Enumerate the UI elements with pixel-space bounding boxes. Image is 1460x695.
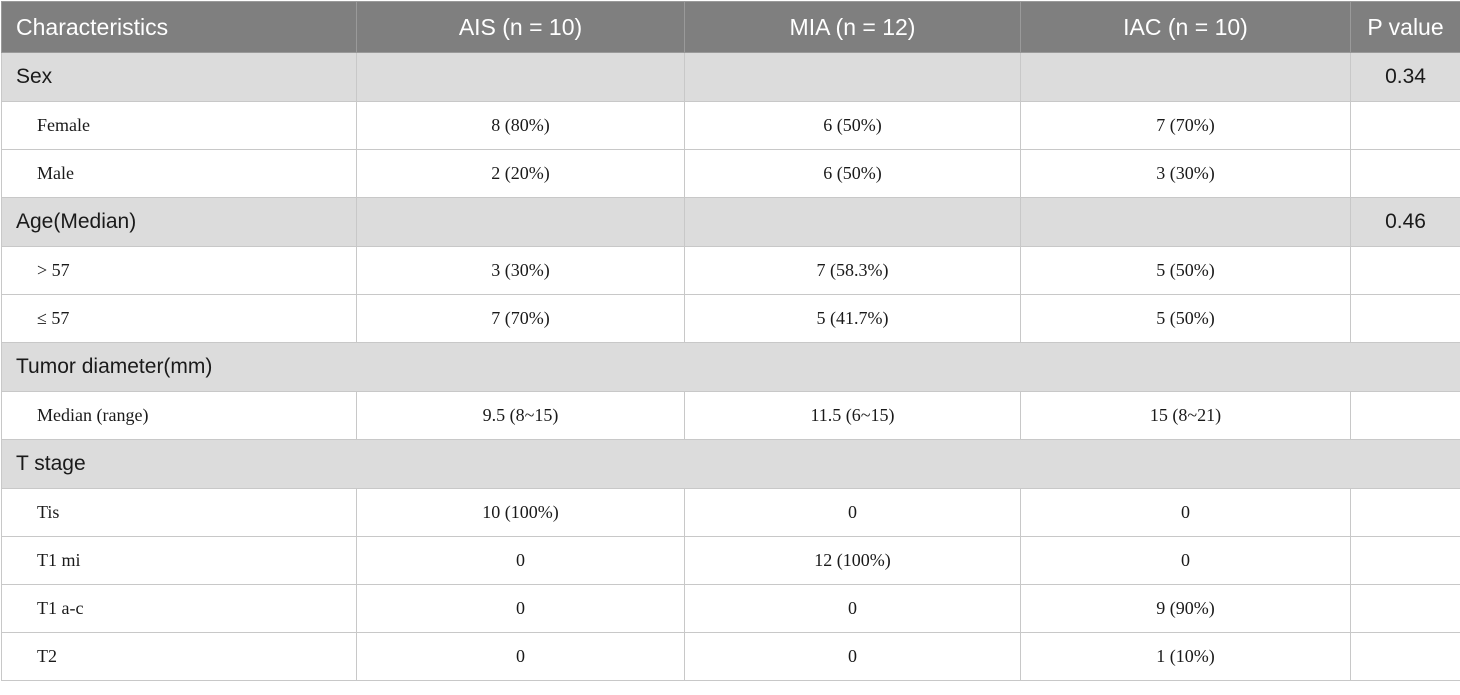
section-row-sex: Sex 0.34 bbox=[2, 53, 1460, 102]
table-row: Male 2 (20%) 6 (50%) 3 (30%) bbox=[2, 150, 1460, 198]
row-label: Tis bbox=[2, 489, 357, 537]
cell-p-value bbox=[1351, 392, 1460, 440]
section-cell-empty bbox=[685, 53, 1021, 102]
cell-ais: 0 bbox=[357, 633, 685, 681]
cell-mia: 6 (50%) bbox=[685, 102, 1021, 150]
section-cell-empty bbox=[357, 198, 685, 247]
characteristics-table: Characteristics AIS (n = 10) MIA (n = 12… bbox=[1, 1, 1460, 681]
cell-ais: 0 bbox=[357, 537, 685, 585]
cell-ais: 8 (80%) bbox=[357, 102, 685, 150]
cell-p-value bbox=[1351, 295, 1460, 343]
section-cell-empty bbox=[357, 53, 685, 102]
cell-ais: 0 bbox=[357, 585, 685, 633]
cell-mia: 0 bbox=[685, 585, 1021, 633]
section-row-age: Age(Median) 0.46 bbox=[2, 198, 1460, 247]
cell-p-value bbox=[1351, 633, 1460, 681]
cell-p-value bbox=[1351, 489, 1460, 537]
cell-p-value bbox=[1351, 247, 1460, 295]
cell-iac: 7 (70%) bbox=[1021, 102, 1351, 150]
section-p-value: 0.34 bbox=[1351, 53, 1460, 102]
section-row-t-stage: T stage bbox=[2, 440, 1460, 489]
cell-ais: 3 (30%) bbox=[357, 247, 685, 295]
cell-iac: 5 (50%) bbox=[1021, 295, 1351, 343]
cell-ais: 2 (20%) bbox=[357, 150, 685, 198]
cell-p-value bbox=[1351, 102, 1460, 150]
section-cell-empty bbox=[1021, 198, 1351, 247]
header-ais: AIS (n = 10) bbox=[357, 2, 685, 53]
cell-mia: 11.5 (6~15) bbox=[685, 392, 1021, 440]
section-label: Sex bbox=[2, 53, 357, 102]
cell-iac: 0 bbox=[1021, 537, 1351, 585]
section-row-tumor-diameter: Tumor diameter(mm) bbox=[2, 343, 1460, 392]
header-iac: IAC (n = 10) bbox=[1021, 2, 1351, 53]
cell-mia: 12 (100%) bbox=[685, 537, 1021, 585]
cell-iac: 5 (50%) bbox=[1021, 247, 1351, 295]
cell-iac: 1 (10%) bbox=[1021, 633, 1351, 681]
header-characteristics: Characteristics bbox=[2, 2, 357, 53]
table-row: > 57 3 (30%) 7 (58.3%) 5 (50%) bbox=[2, 247, 1460, 295]
section-label: Age(Median) bbox=[2, 198, 357, 247]
table-row: T1 a-c 0 0 9 (90%) bbox=[2, 585, 1460, 633]
section-cell-empty bbox=[1021, 53, 1351, 102]
table-row: Female 8 (80%) 6 (50%) 7 (70%) bbox=[2, 102, 1460, 150]
table-row: T2 0 0 1 (10%) bbox=[2, 633, 1460, 681]
section-p-value: 0.46 bbox=[1351, 198, 1460, 247]
table-row: ≤ 57 7 (70%) 5 (41.7%) 5 (50%) bbox=[2, 295, 1460, 343]
cell-p-value bbox=[1351, 150, 1460, 198]
row-label: Median (range) bbox=[2, 392, 357, 440]
section-cell-empty bbox=[685, 198, 1021, 247]
cell-iac: 9 (90%) bbox=[1021, 585, 1351, 633]
table-row: Tis 10 (100%) 0 0 bbox=[2, 489, 1460, 537]
row-label: T1 a-c bbox=[2, 585, 357, 633]
cell-mia: 0 bbox=[685, 633, 1021, 681]
table-row: Median (range) 9.5 (8~15) 11.5 (6~15) 15… bbox=[2, 392, 1460, 440]
row-label: T2 bbox=[2, 633, 357, 681]
cell-mia: 6 (50%) bbox=[685, 150, 1021, 198]
cell-iac: 15 (8~21) bbox=[1021, 392, 1351, 440]
cell-p-value bbox=[1351, 585, 1460, 633]
header-p-value: P value bbox=[1351, 2, 1460, 53]
cell-mia: 5 (41.7%) bbox=[685, 295, 1021, 343]
cell-iac: 3 (30%) bbox=[1021, 150, 1351, 198]
cell-p-value bbox=[1351, 537, 1460, 585]
row-label: Male bbox=[2, 150, 357, 198]
cell-mia: 0 bbox=[685, 489, 1021, 537]
section-label: T stage bbox=[2, 440, 1460, 489]
cell-mia: 7 (58.3%) bbox=[685, 247, 1021, 295]
section-label: Tumor diameter(mm) bbox=[2, 343, 1460, 392]
cell-iac: 0 bbox=[1021, 489, 1351, 537]
cell-ais: 7 (70%) bbox=[357, 295, 685, 343]
header-mia: MIA (n = 12) bbox=[685, 2, 1021, 53]
cell-ais: 10 (100%) bbox=[357, 489, 685, 537]
cell-ais: 9.5 (8~15) bbox=[357, 392, 685, 440]
table-row: T1 mi 0 12 (100%) 0 bbox=[2, 537, 1460, 585]
row-label: T1 mi bbox=[2, 537, 357, 585]
row-label: > 57 bbox=[2, 247, 357, 295]
header-row: Characteristics AIS (n = 10) MIA (n = 12… bbox=[2, 2, 1460, 53]
row-label: ≤ 57 bbox=[2, 295, 357, 343]
row-label: Female bbox=[2, 102, 357, 150]
